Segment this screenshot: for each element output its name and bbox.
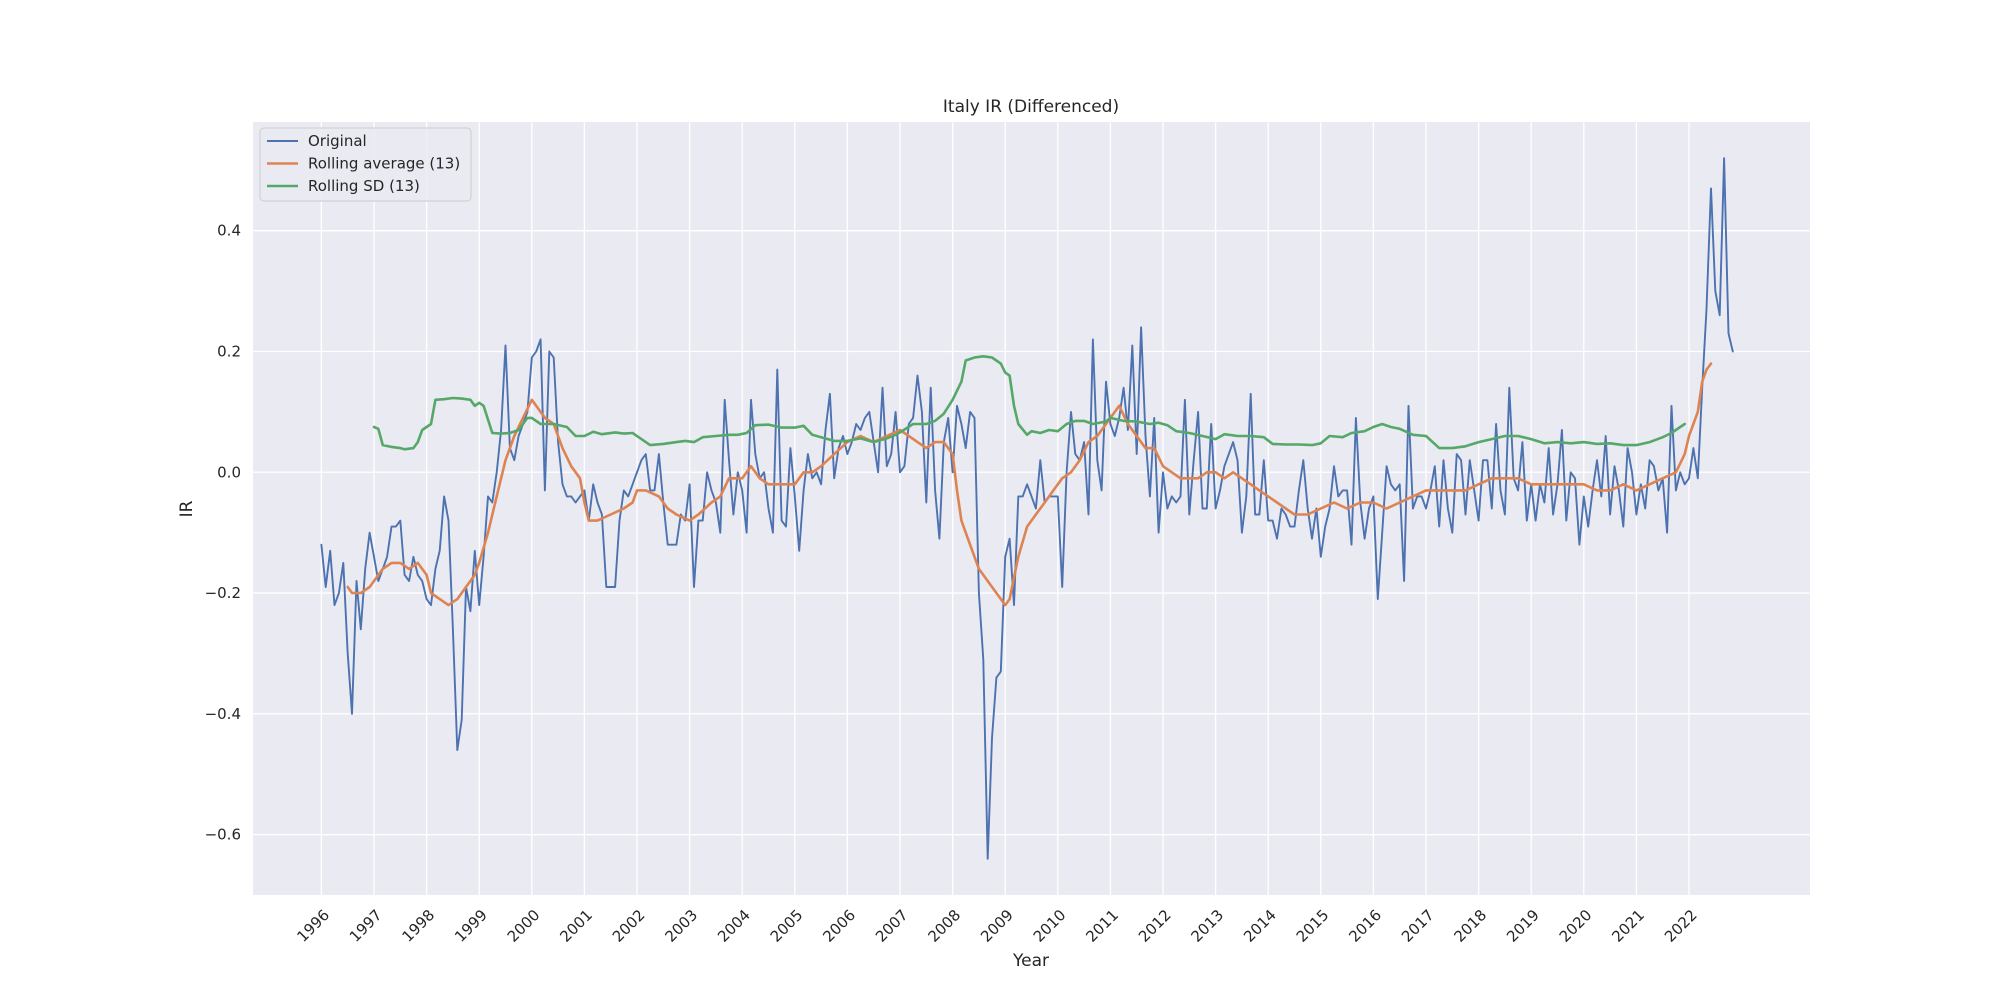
chart-title: Italy IR (Differenced) — [943, 97, 1119, 117]
y-tick-label: −0.4 — [205, 705, 241, 723]
y-tick-label: 0.4 — [217, 222, 241, 240]
y-tick-label: 0.0 — [217, 463, 241, 481]
y-tick-label: −0.2 — [205, 584, 241, 602]
series-line-2 — [346, 362, 1713, 607]
legend-label: Original — [308, 132, 367, 150]
series-line-1 — [320, 157, 1734, 860]
legend-label: Rolling SD (13) — [308, 177, 420, 195]
series-layer — [320, 157, 1734, 860]
y-tick-label: 0.2 — [217, 342, 241, 360]
y-tick-label: −0.6 — [205, 826, 241, 844]
plot-area — [253, 122, 1810, 895]
legend: Original Rolling average (13) Rolling SD (… — [259, 127, 472, 202]
x-axis-label: Year — [1012, 951, 1049, 971]
legend-box — [259, 127, 472, 202]
y-axis-label: IR — [177, 500, 197, 517]
legend-label: Rolling average (13) — [308, 155, 460, 173]
series-line-3 — [372, 355, 1686, 451]
y-axis-ticks: −0.6 −0.4 −0.2 0.0 0.2 0.4 — [205, 222, 241, 844]
